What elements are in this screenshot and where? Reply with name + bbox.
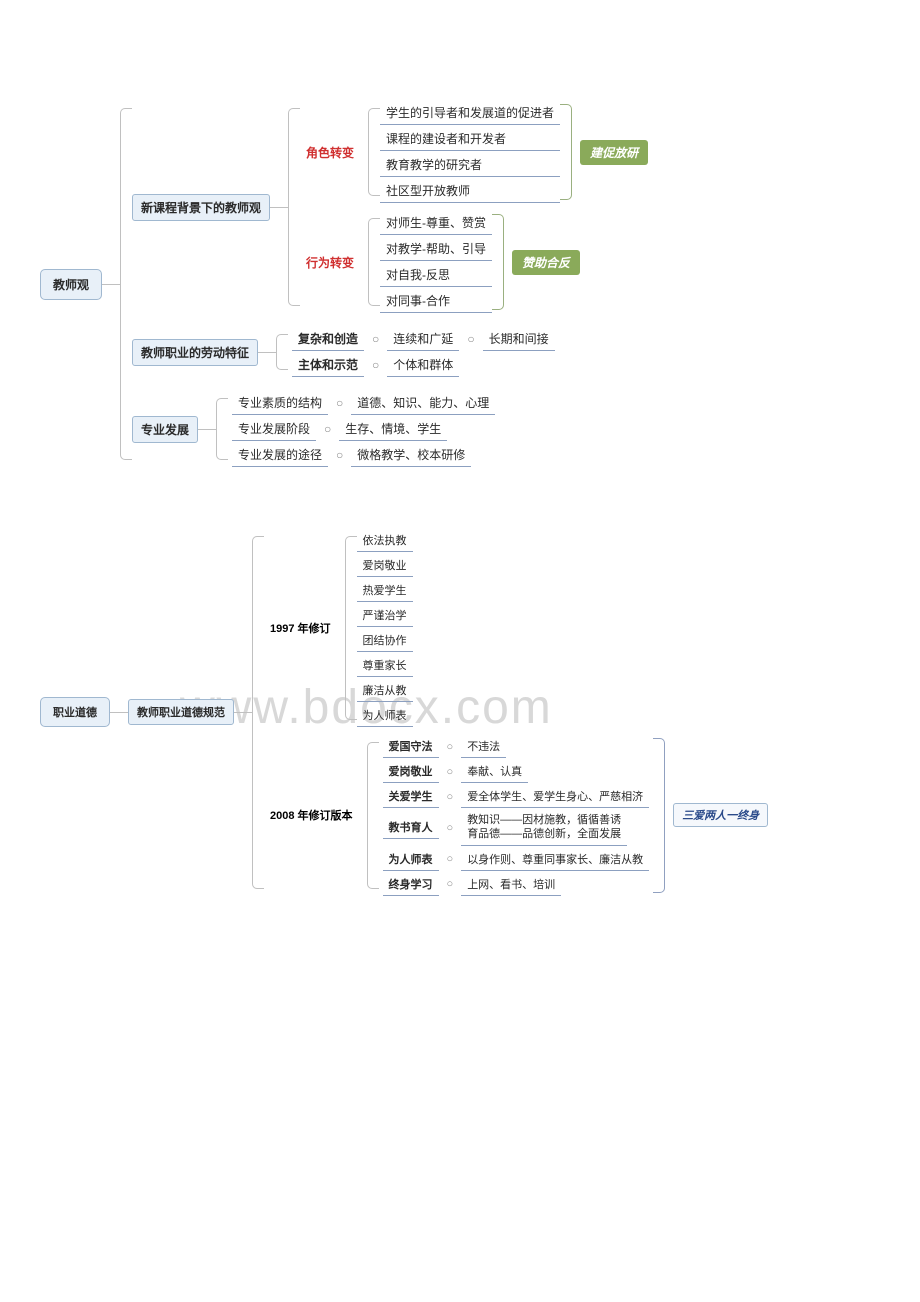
leaf: 道德、知识、能力、心理: [351, 391, 495, 415]
leaf-val: 上网、看书、培训: [461, 873, 561, 896]
ethics-row: 为人师表 ○ 以身作则、尊重同事家长、廉洁从教: [379, 847, 654, 872]
branch-pro-dev: 专业发展 专业素质的结构 ○ 道德、知识、能力、心理 专业发展阶段 ○ 生存、情…: [132, 390, 648, 468]
connector-dot: ○: [324, 422, 331, 436]
connector-dot: ○: [467, 332, 474, 346]
leaf-val: 爱全体学生、爱学生身心、严慈相济: [461, 785, 649, 808]
connector-dot: ○: [447, 853, 454, 865]
leaf: 对自我-反思: [380, 263, 492, 287]
leaf: 微格教学、校本研修: [351, 443, 471, 467]
connector-dot: ○: [447, 741, 454, 753]
page-content: 教师观 新课程背景下的教师观 角色转变 学生的引导者和发展道的促进者: [0, 0, 920, 997]
mindmap-teacher-view: 教师观 新课程背景下的教师观 角色转变 学生的引导者和发展道的促进者: [40, 100, 880, 468]
year-label: 2008 年修订版本: [264, 804, 359, 826]
leaf-list: 对师生-尊重、赞赏 对教学-帮助、引导 对自我-反思 对同事-合作: [380, 210, 492, 314]
red-label: 行为转变: [300, 251, 360, 274]
group-2008: 2008 年修订版本 爱国守法 ○ 不违法 爱岗敬业 ○ 奉献、认真: [264, 734, 768, 897]
red-leaf: 主体和示范: [292, 353, 364, 377]
dev-row: 专业发展阶段 ○ 生存、情境、学生: [228, 416, 499, 442]
connector-dot: ○: [447, 766, 454, 778]
leaf: 学生的引导者和发展道的促进者: [380, 101, 560, 125]
root-node: 教师观: [40, 269, 102, 300]
trait-row: 主体和示范 ○ 个体和群体: [288, 352, 559, 378]
leaf-val: 以身作则、尊重同事家长、廉洁从教: [461, 848, 649, 871]
leaf: 为人师表: [357, 704, 413, 727]
ethics-row: 关爱学生 ○ 爱全体学生、爱学生身心、严慈相济: [379, 784, 654, 809]
ethics-row: 爱岗敬业 ○ 奉献、认真: [379, 759, 654, 784]
leaf-key: 爱岗敬业: [383, 760, 439, 783]
leaf: 专业发展阶段: [232, 417, 316, 441]
trait-row: 复杂和创造 ○ 连续和广延 ○ 长期和间接: [288, 326, 559, 352]
connector-dot: ○: [372, 332, 379, 346]
leaf: 个体和群体: [387, 353, 459, 377]
sub-node: 新课程背景下的教师观: [132, 194, 270, 221]
leaf: 团结协作: [357, 629, 413, 652]
dev-row: 专业素质的结构 ○ 道德、知识、能力、心理: [228, 390, 499, 416]
leaf: 热爱学生: [357, 579, 413, 602]
leaf-key: 为人师表: [383, 848, 439, 871]
root-node: 职业道德: [40, 697, 110, 727]
tag-summary: 三爱两人一终身: [673, 803, 768, 827]
branch-new-curriculum: 新课程背景下的教师观 角色转变 学生的引导者和发展道的促进者 课程的建设者和开发…: [132, 100, 648, 314]
connector-dot: ○: [372, 358, 379, 372]
leaf: 专业发展的途径: [232, 443, 328, 467]
red-leaf: 复杂和创造: [292, 327, 364, 351]
group-behavior-change: 行为转变 对师生-尊重、赞赏 对教学-帮助、引导 对自我-反思 对同事-合作 赞…: [300, 210, 648, 314]
leaf: 爱岗敬业: [357, 554, 413, 577]
leaf: 长期和间接: [483, 327, 555, 351]
leaf-key: 教书育人: [383, 816, 439, 839]
leaf-val: 不违法: [461, 735, 506, 758]
leaf: 生存、情境、学生: [339, 417, 447, 441]
leaf: 教育教学的研究者: [380, 153, 560, 177]
mindmap-ethics: 职业道德 教师职业道德规范 1997 年修订 依法执教 爱岗敬业 热爱学生 严谨…: [40, 528, 880, 897]
connector-dot: ○: [447, 822, 454, 834]
leaf: 专业素质的结构: [232, 391, 328, 415]
ethics-row: 教书育人 ○ 教知识——因材施教，循循善诱 育品德——品德创新，全面发展: [379, 809, 654, 847]
leaf: 严谨治学: [357, 604, 413, 627]
leaf: 连续和广延: [387, 327, 459, 351]
leaf: 对教学-帮助、引导: [380, 237, 492, 261]
leaf-key: 终身学习: [383, 873, 439, 896]
connector-dot: ○: [447, 791, 454, 803]
leaf: 课程的建设者和开发者: [380, 127, 560, 151]
group-role-change: 角色转变 学生的引导者和发展道的促进者 课程的建设者和开发者 教育教学的研究者 …: [300, 100, 648, 204]
connector-dot: ○: [447, 878, 454, 890]
year-label: 1997 年修订: [264, 617, 337, 639]
sub-node: 教师职业道德规范: [128, 699, 234, 725]
leaf: 社区型开放教师: [380, 179, 560, 203]
tag-summary: 建促放研: [580, 140, 648, 165]
leaf-list: 学生的引导者和发展道的促进者 课程的建设者和开发者 教育教学的研究者 社区型开放…: [380, 100, 560, 204]
leaf-val: 奉献、认真: [461, 760, 528, 783]
branch-labor-traits: 教师职业的劳动特征 复杂和创造 ○ 连续和广延 ○ 长期和间接 主体和示范 ○ …: [132, 326, 648, 378]
connector-dot: ○: [336, 448, 343, 462]
leaf-key: 关爱学生: [383, 785, 439, 808]
ethics-row: 终身学习 ○ 上网、看书、培训: [379, 872, 654, 897]
leaf-list: 依法执教 爱岗敬业 热爱学生 严谨治学 团结协作 尊重家长 廉洁从教 为人师表: [357, 528, 413, 728]
sub-node: 教师职业的劳动特征: [132, 339, 258, 366]
leaf-key: 爱国守法: [383, 735, 439, 758]
tag-summary: 赞助合反: [512, 250, 580, 275]
red-label: 角色转变: [300, 141, 360, 164]
dev-row: 专业发展的途径 ○ 微格教学、校本研修: [228, 442, 499, 468]
leaf-list: 爱国守法 ○ 不违法 爱岗敬业 ○ 奉献、认真 关爱学生 ○ 爱全体学生、爱学生…: [379, 734, 654, 897]
connector-dot: ○: [336, 396, 343, 410]
leaf: 对同事-合作: [380, 289, 492, 313]
leaf: 对师生-尊重、赞赏: [380, 211, 492, 235]
leaf: 廉洁从教: [357, 679, 413, 702]
ethics-row: 爱国守法 ○ 不违法: [379, 734, 654, 759]
leaf: 依法执教: [357, 529, 413, 552]
leaf-val: 教知识——因材施教，循循善诱 育品德——品德创新，全面发展: [461, 810, 627, 846]
leaf: 尊重家长: [357, 654, 413, 677]
sub-node: 专业发展: [132, 416, 198, 443]
group-1997: 1997 年修订 依法执教 爱岗敬业 热爱学生 严谨治学 团结协作 尊重家长 廉…: [264, 528, 768, 728]
